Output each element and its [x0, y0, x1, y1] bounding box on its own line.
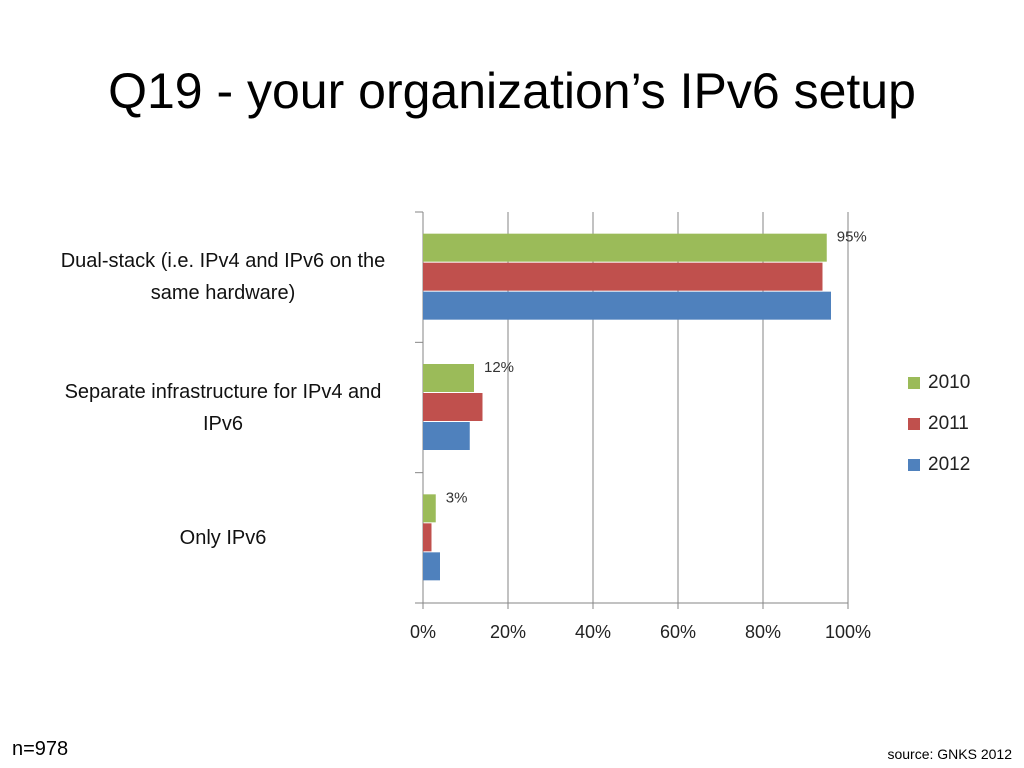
- source-note: source: GNKS 2012: [887, 746, 1012, 762]
- chart-title: Q19 - your organization’s IPv6 setup: [108, 63, 916, 119]
- y-tick-label: Only IPv6: [179, 526, 267, 549]
- bar: [423, 494, 436, 523]
- bar: [423, 364, 474, 392]
- y-tick-label: Separate infrastructure for IPv4 and IPv…: [64, 380, 382, 435]
- bar: [423, 552, 440, 581]
- x-tick-label: 100%: [825, 622, 871, 642]
- legend-swatch: [908, 418, 920, 430]
- bar: [423, 523, 432, 552]
- data-label: 95%: [837, 229, 867, 246]
- legend-label: 2010: [928, 372, 970, 393]
- legend-swatch: [908, 377, 920, 389]
- data-label: 12%: [484, 359, 514, 376]
- x-tick-label: 20%: [490, 622, 526, 642]
- data-label: 3%: [446, 489, 468, 506]
- bar: [423, 393, 483, 421]
- x-tick-label: 60%: [660, 622, 696, 642]
- bar: [423, 422, 470, 450]
- legend-label: 2012: [928, 454, 970, 475]
- x-tick-label: 0%: [410, 622, 436, 642]
- bar: [423, 233, 827, 262]
- legend-label: 2011: [928, 413, 969, 434]
- x-tick-label: 80%: [745, 622, 781, 642]
- legend-swatch: [908, 459, 920, 471]
- x-tick-label: 40%: [575, 622, 611, 642]
- bar: [423, 262, 823, 291]
- bar: [423, 291, 831, 320]
- y-tick-label: Dual-stack (i.e. IPv4 and IPv6 on the sa…: [60, 250, 386, 305]
- sample-size: n=978: [12, 738, 69, 760]
